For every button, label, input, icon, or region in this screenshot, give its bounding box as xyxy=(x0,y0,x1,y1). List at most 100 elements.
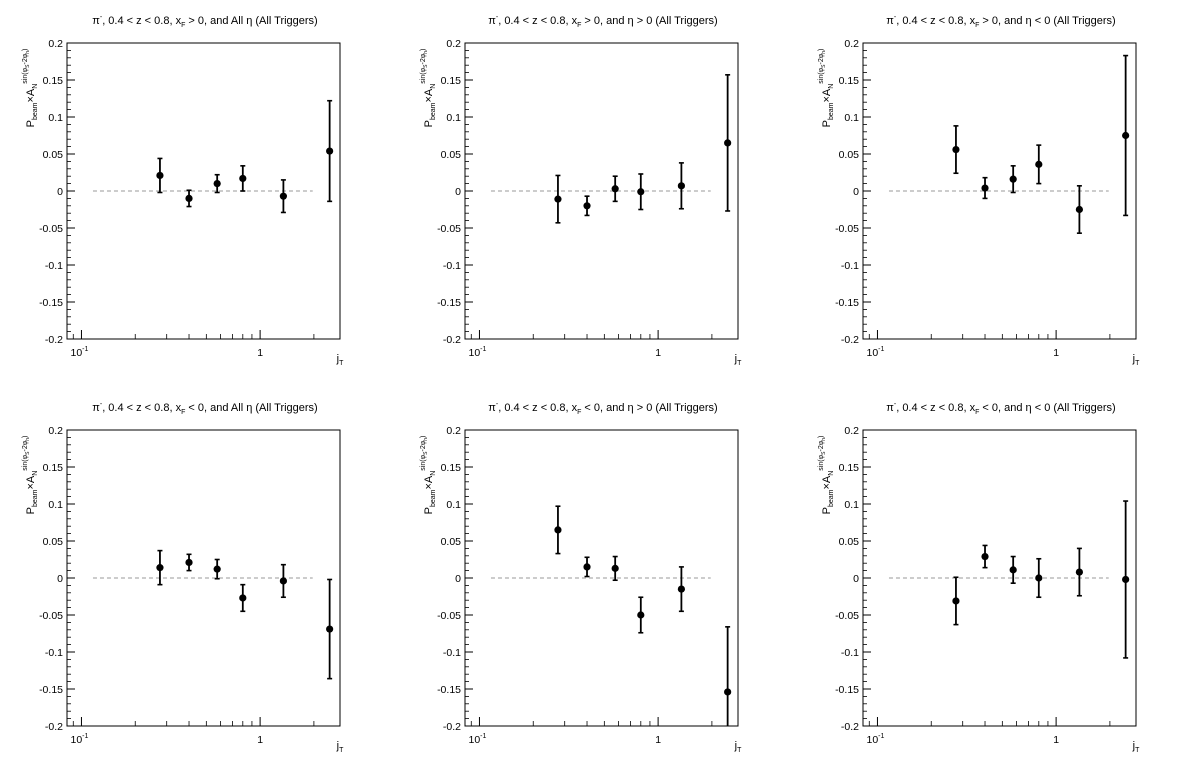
y-tick-label: 0 xyxy=(57,573,63,585)
data-point xyxy=(981,552,989,561)
x-axis-label: jT xyxy=(336,353,344,367)
y-axis-label: Pbeam×ANsin(φS-2φh) xyxy=(22,436,39,515)
data-point xyxy=(1075,205,1083,214)
x-tick-label: 1 xyxy=(257,347,263,359)
y-tick-label: 0.2 xyxy=(48,38,63,50)
data-point xyxy=(1035,574,1043,582)
data-point xyxy=(583,563,591,571)
data-point xyxy=(1122,131,1130,140)
data-point xyxy=(1009,566,1017,574)
y-tick-label: 0.15 xyxy=(441,75,462,87)
y-tick-label: 0.2 xyxy=(446,425,461,437)
chart-panel: π-, 0.4 < z < 0.8, xF < 0, and η < 0 (Al… xyxy=(818,401,1140,754)
data-point xyxy=(677,182,685,190)
y-axis-label: Pbeam×ANsin(φS-2φh) xyxy=(420,436,437,515)
y-tick-label: 0.2 xyxy=(48,425,63,437)
y-tick-label: 0.15 xyxy=(43,462,64,474)
y-tick-label: -0.05 xyxy=(437,223,461,235)
y-tick-label: -0.1 xyxy=(443,260,461,272)
chart-panel: π-, 0.4 < z < 0.8, xF < 0, and η > 0 (Al… xyxy=(420,401,742,754)
x-axis-label: jT xyxy=(734,740,742,754)
y-tick-label: 0 xyxy=(853,186,859,198)
x-axis-label: jT xyxy=(336,740,344,754)
chart-title: π-, 0.4 < z < 0.8, xF > 0, and η > 0 (Al… xyxy=(488,14,717,29)
y-axis-label: Pbeam×ANsin(φS-2φh) xyxy=(22,49,39,128)
x-tick-label: 10-1 xyxy=(468,346,486,359)
data-point xyxy=(185,194,193,202)
y-tick-label: 0.05 xyxy=(441,536,462,548)
data-point xyxy=(239,174,247,183)
y-tick-label: 0.2 xyxy=(844,38,859,50)
y-tick-label: -0.2 xyxy=(841,721,859,733)
x-axis-label: jT xyxy=(1132,740,1140,754)
y-tick-label: -0.15 xyxy=(835,684,859,696)
x-axis-label: jT xyxy=(734,353,742,367)
data-point xyxy=(677,585,685,593)
data-point xyxy=(185,558,193,567)
y-tick-label: 0 xyxy=(57,186,63,198)
data-point xyxy=(637,188,645,196)
x-tick-label: 1 xyxy=(655,734,661,746)
y-tick-label: 0.15 xyxy=(43,75,64,87)
data-point xyxy=(1075,568,1083,576)
data-point xyxy=(156,171,164,180)
x-tick-label: 10-1 xyxy=(70,733,88,746)
x-tick-label: 10-1 xyxy=(70,346,88,359)
chart-title: π-, 0.4 < z < 0.8, xF < 0, and η < 0 (Al… xyxy=(886,401,1115,416)
data-point xyxy=(326,625,334,633)
data-point xyxy=(981,184,989,192)
chart-panel: π-, 0.4 < z < 0.8, xF > 0, and All η (Al… xyxy=(22,14,344,367)
y-tick-label: 0.15 xyxy=(839,75,860,87)
chart-title: π-, 0.4 < z < 0.8, xF > 0, and η < 0 (Al… xyxy=(886,14,1115,29)
y-tick-label: -0.05 xyxy=(39,223,63,235)
data-point xyxy=(611,185,619,193)
x-tick-label: 1 xyxy=(1053,347,1059,359)
x-tick-label: 1 xyxy=(655,347,661,359)
data-point xyxy=(213,180,221,188)
x-tick-label: 1 xyxy=(1053,734,1059,746)
chart-title: π-, 0.4 < z < 0.8, xF > 0, and All η (Al… xyxy=(92,14,317,29)
y-tick-label: -0.1 xyxy=(841,260,859,272)
data-point xyxy=(952,597,960,605)
y-tick-label: 0 xyxy=(853,573,859,585)
x-axis-label: jT xyxy=(1132,353,1140,367)
x-tick-label: 10-1 xyxy=(866,733,884,746)
data-point xyxy=(1122,575,1130,584)
x-tick-label: 1 xyxy=(257,734,263,746)
y-tick-label: -0.05 xyxy=(835,610,859,622)
y-tick-label: 0.1 xyxy=(48,112,63,124)
data-point xyxy=(213,565,221,573)
chart-panel: π-, 0.4 < z < 0.8, xF > 0, and η < 0 (Al… xyxy=(818,14,1140,367)
data-point xyxy=(1035,160,1043,168)
y-tick-label: 0.1 xyxy=(48,499,63,511)
data-point xyxy=(1009,175,1017,183)
data-point xyxy=(554,526,562,534)
data-point xyxy=(637,611,645,619)
y-tick-label: 0.1 xyxy=(446,499,461,511)
y-tick-label: 0.05 xyxy=(839,149,860,161)
y-tick-label: -0.2 xyxy=(443,721,461,733)
y-axis-label: Pbeam×ANsin(φS-2φh) xyxy=(818,49,835,128)
data-point xyxy=(952,145,960,154)
data-point xyxy=(326,147,334,155)
y-tick-label: -0.15 xyxy=(39,297,63,309)
y-tick-label: -0.05 xyxy=(39,610,63,622)
y-tick-label: 0.2 xyxy=(844,425,859,437)
y-tick-label: -0.1 xyxy=(841,647,859,659)
y-tick-label: 0 xyxy=(455,186,461,198)
x-tick-label: 10-1 xyxy=(468,733,486,746)
y-tick-label: -0.2 xyxy=(443,334,461,346)
y-tick-label: 0.15 xyxy=(441,462,462,474)
data-point xyxy=(156,564,164,572)
data-point xyxy=(239,594,247,602)
data-point xyxy=(611,564,619,572)
data-point xyxy=(554,195,562,203)
x-tick-label: 10-1 xyxy=(866,346,884,359)
y-tick-label: -0.15 xyxy=(437,684,461,696)
y-tick-label: -0.2 xyxy=(841,334,859,346)
y-tick-label: 0.05 xyxy=(839,536,860,548)
chart-title: π-, 0.4 < z < 0.8, xF < 0, and η > 0 (Al… xyxy=(488,401,717,416)
data-point xyxy=(279,577,287,585)
y-tick-label: -0.05 xyxy=(437,610,461,622)
